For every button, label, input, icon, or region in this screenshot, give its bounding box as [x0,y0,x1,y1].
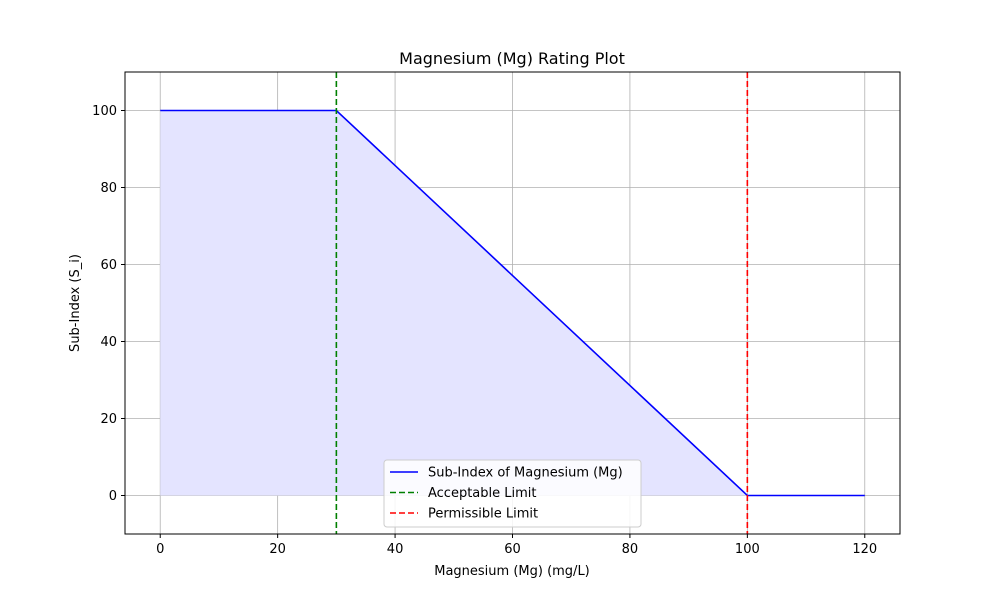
y-tick-label: 40 [100,335,117,350]
x-tick-label: 40 [387,542,404,557]
y-tick-label: 100 [92,104,117,119]
reference-lines [335,72,749,534]
y-axis-label: Sub-Index (S_i) [68,254,83,352]
legend-label: Acceptable Limit [428,486,537,501]
x-tick-label: 60 [504,542,521,557]
x-axis-label: Magnesium (Mg) (mg/L) [434,564,590,579]
x-tick-label: 80 [622,542,639,557]
chart-title: Magnesium (Mg) Rating Plot [399,49,625,68]
legend-items: Sub-Index of Magnesium (Mg) Acceptable Li… [390,466,623,522]
series-line [160,109,865,497]
series-layer [160,109,865,497]
legend-label: Sub-Index of Magnesium (Mg) [428,466,623,481]
legend: Sub-Index of Magnesium (Mg) Acceptable Li… [383,459,642,528]
x-tick-label: 100 [735,542,760,557]
y-tick-label: 20 [100,412,117,427]
x-tick-label: 120 [852,542,877,557]
legend-label: Permissible Limit [428,507,538,522]
y-tick-label: 60 [100,258,117,273]
x-axis-ticks: 0 20 40 60 80 100 120 [156,534,877,557]
y-tick-label: 0 [109,489,117,504]
x-tick-label: 20 [269,542,286,557]
y-tick-label: 80 [100,181,117,196]
y-axis-ticks: 0 20 40 60 80 100 [92,104,125,504]
legend-box [383,459,642,528]
x-tick-label: 0 [156,542,164,557]
